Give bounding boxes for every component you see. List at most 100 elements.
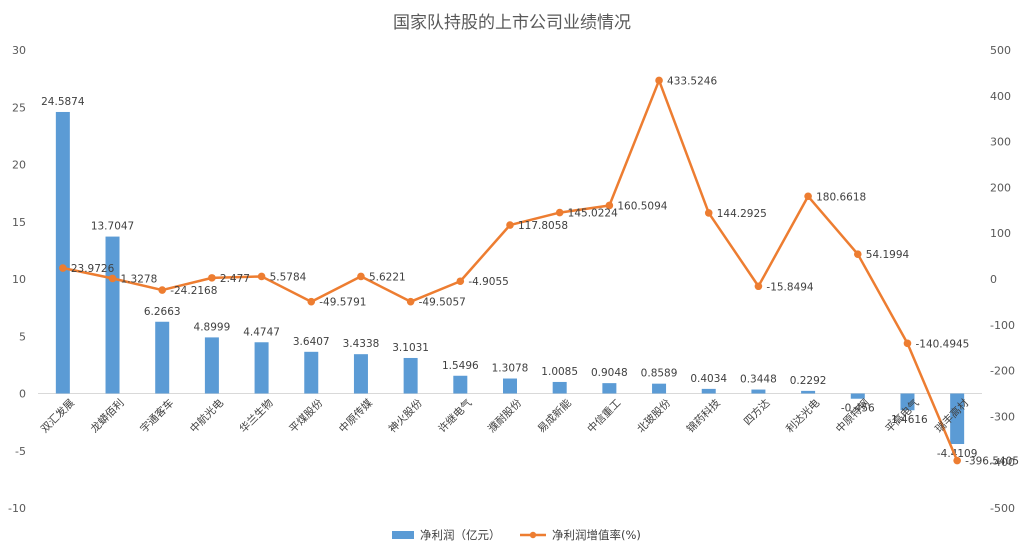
bar xyxy=(353,354,368,394)
right-axis-tick-label: -300 xyxy=(990,410,1015,423)
bar xyxy=(55,111,70,394)
left-axis-tick-label: 15 xyxy=(12,216,26,229)
bar-data-label: 3.1031 xyxy=(392,342,429,354)
bar xyxy=(652,383,667,394)
bar xyxy=(801,390,816,394)
line-point xyxy=(704,209,713,217)
line-point xyxy=(108,274,117,283)
bar xyxy=(751,389,766,394)
bar-data-label: -0.456 xyxy=(841,403,875,415)
bar-data-label: 24.5874 xyxy=(41,96,85,108)
legend-bar-swatch xyxy=(392,531,414,539)
bar-data-label: 0.4034 xyxy=(690,373,727,385)
line-point xyxy=(506,221,514,229)
line-point xyxy=(953,456,961,465)
line-data-label: 2.477 xyxy=(220,273,250,285)
category-label: 易成新能 xyxy=(535,396,574,435)
line-point xyxy=(307,297,316,306)
bar-label-group: 24.5874 13.7047 6.2663 4.8999 4.4747 3.6407 3.… xyxy=(41,96,977,460)
right-axis-tick-label: 300 xyxy=(990,136,1011,149)
line-data-label: 23.9726 xyxy=(71,263,115,275)
line-data-label: 433.5246 xyxy=(667,75,717,87)
left-axis-tick-label: 30 xyxy=(12,44,26,57)
bar-data-label: 4.4747 xyxy=(243,326,280,338)
line-data-label: 144.2925 xyxy=(717,208,767,220)
line-data-label: -4.9055 xyxy=(468,276,509,288)
category-label: 宇通客车 xyxy=(137,396,176,435)
category-label: 中信重工 xyxy=(585,396,624,435)
bar xyxy=(850,393,865,399)
line-point xyxy=(853,250,862,258)
bar xyxy=(254,342,269,394)
category-label: 平煤股份 xyxy=(286,396,325,435)
category-label-group: 双汇发展 龙蟒佰利 宇通客车 中航光电 华兰生物 平煤股份 中原传媒 神火股份 许继电气 濮耐股份… xyxy=(38,396,972,435)
line-point xyxy=(605,201,614,210)
category-label: 中原传媒 xyxy=(336,396,375,435)
bar xyxy=(155,321,170,394)
line-data-label: 160.5094 xyxy=(617,200,667,212)
line-data-label: -49.5791 xyxy=(319,297,366,309)
legend-line-label: 净利润增值率(%) xyxy=(552,528,641,542)
bar xyxy=(950,393,965,445)
line-data-label: 180.6618 xyxy=(816,191,866,203)
line-point xyxy=(158,286,167,294)
left-y-axis: -10 -5 0 5 10 15 20 25 30 xyxy=(8,44,26,515)
bar-data-label: 4.8999 xyxy=(194,321,231,333)
bar-data-label: -1.4616 xyxy=(887,414,928,426)
category-label: 双汇发展 xyxy=(38,396,77,435)
legend: 净利润（亿元） 净利润增值率(%) xyxy=(392,528,641,542)
line-point xyxy=(903,339,912,348)
category-label: 中航光电 xyxy=(187,396,226,435)
bar-data-label: 3.6407 xyxy=(293,336,330,348)
line-data-label: 145.0224 xyxy=(568,208,618,220)
bar-data-label: 1.5496 xyxy=(442,360,479,372)
category-label: 濮耐股份 xyxy=(485,396,524,435)
right-axis-tick-label: 0 xyxy=(990,273,997,286)
right-axis-tick-label: -100 xyxy=(990,319,1015,332)
left-axis-tick-label: 25 xyxy=(12,101,26,114)
category-label: 锦药科技 xyxy=(684,396,723,435)
bar-data-label: 0.9048 xyxy=(591,367,628,379)
bar xyxy=(503,378,517,394)
line-data-label: -24.2168 xyxy=(170,285,217,297)
line-data-label: -15.8494 xyxy=(766,281,814,293)
line-point xyxy=(655,76,663,85)
left-axis-tick-label: 10 xyxy=(12,273,26,286)
left-axis-tick-label: 5 xyxy=(19,330,26,343)
bar xyxy=(403,357,418,394)
category-label: 四方达 xyxy=(741,396,773,428)
bar xyxy=(453,375,468,394)
line-data-label: 5.6221 xyxy=(369,271,406,283)
bar-data-label: 3.4338 xyxy=(343,338,380,350)
line-point xyxy=(406,297,415,306)
right-axis-tick-label: 100 xyxy=(990,227,1011,240)
bar-data-label: 0.8589 xyxy=(641,368,678,380)
legend-bar-label: 净利润（亿元） xyxy=(420,528,501,542)
line-data-label: 117.8058 xyxy=(518,220,568,232)
bar-data-label: -4.4109 xyxy=(937,448,978,460)
left-axis-tick-label: -10 xyxy=(8,502,26,515)
bar-series-group xyxy=(55,111,965,445)
right-axis-tick-label: 200 xyxy=(990,181,1011,194)
right-axis-tick-label: -400 xyxy=(990,456,1015,469)
bar-data-label: 1.0085 xyxy=(541,366,578,378)
right-axis-tick-label: 400 xyxy=(990,90,1011,103)
bar xyxy=(304,351,319,394)
line-point xyxy=(257,272,266,281)
line-point xyxy=(555,208,564,217)
bar-data-label: 13.7047 xyxy=(91,221,134,233)
line-point xyxy=(357,272,365,281)
chart-title: 国家队持股的上市公司业绩情况 xyxy=(393,13,631,33)
left-axis-tick-label: 0 xyxy=(19,388,26,401)
category-label: 利达光电 xyxy=(783,396,822,435)
line-point xyxy=(804,192,812,201)
line-data-label: 1.3278 xyxy=(121,273,158,285)
line-data-label: 54.1994 xyxy=(866,249,910,261)
category-label: 龙蟒佰利 xyxy=(88,396,127,435)
line-point xyxy=(754,282,763,291)
right-axis-tick-label: -500 xyxy=(990,502,1015,515)
category-label: 神火股份 xyxy=(386,396,425,435)
left-axis-tick-label: -5 xyxy=(15,445,26,458)
